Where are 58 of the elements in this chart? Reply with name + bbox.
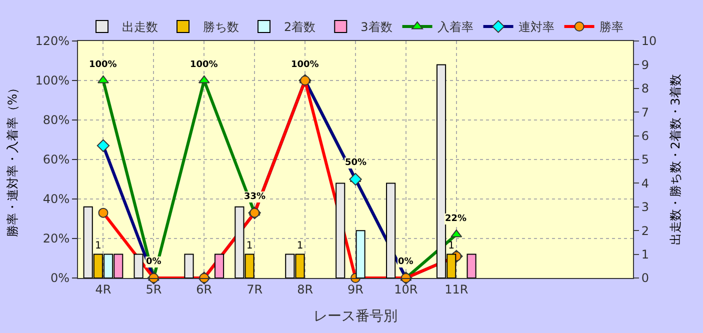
x-tick-label: 5R xyxy=(146,282,162,296)
data-label: 1 xyxy=(448,240,455,252)
y2-tick-label: 4 xyxy=(641,176,650,190)
data-label: 1 xyxy=(296,240,304,252)
y2-tick-label: 8 xyxy=(641,82,650,96)
legend-label: 入着率 xyxy=(437,20,474,34)
y2-tick-label: 5 xyxy=(641,152,650,167)
y2-tick-label: 3 xyxy=(641,200,650,214)
x-tick-label: 10R xyxy=(394,282,418,296)
x-tick-label: 7R xyxy=(246,282,263,296)
legend-label: 勝ち数 xyxy=(203,20,239,34)
y-tick-label: 80% xyxy=(42,113,70,128)
data-label: 33% xyxy=(244,192,266,202)
y-axis-title: 勝率・連対率・入着率（%） xyxy=(6,82,20,238)
y2-tick-label: 2 xyxy=(641,224,650,238)
x-axis-title: レース番号別 xyxy=(314,308,398,325)
bar xyxy=(386,182,396,278)
point xyxy=(98,208,108,218)
y-tick-label: 120% xyxy=(35,34,70,48)
bar xyxy=(214,254,224,278)
data-label: 0% xyxy=(398,257,414,267)
bar xyxy=(356,230,366,278)
x-tick-label: 6R xyxy=(196,282,212,296)
y2-tick-label: 1 xyxy=(641,248,650,262)
data-label: 100% xyxy=(190,60,218,70)
y2-tick-label: 7 xyxy=(641,105,650,120)
y2-tick-label: 10 xyxy=(641,34,657,48)
point xyxy=(96,139,110,152)
bar xyxy=(466,254,476,278)
y2-tick-label: 9 xyxy=(641,58,650,72)
y-tick-label: 40% xyxy=(42,192,70,206)
x-tick-label: 4R xyxy=(95,282,112,296)
legend-label: 勝率 xyxy=(599,20,624,34)
data-label: 50% xyxy=(345,158,367,168)
x-tick-label: 11R xyxy=(444,282,468,296)
bar xyxy=(134,254,144,278)
y2-tick-label: 6 xyxy=(641,129,650,143)
y2-tick-label: 0 xyxy=(641,271,650,286)
y-tick-label: 100% xyxy=(35,74,70,88)
legend-label: 連対率 xyxy=(518,20,554,34)
y-tick-label: 0% xyxy=(50,271,70,286)
data-label: 22% xyxy=(445,214,467,224)
x-tick-label: 8R xyxy=(297,282,314,296)
y2-axis-title: 出走数・勝ち数・2着数・3着数 xyxy=(668,74,683,246)
y-tick-label: 60% xyxy=(42,152,70,167)
legend-label: 3着数 xyxy=(360,20,392,34)
data-label: 100% xyxy=(89,60,117,70)
point xyxy=(349,172,362,186)
data-label: 1 xyxy=(246,240,253,252)
x-tick-label: 9R xyxy=(348,282,364,296)
legend-label: 出走数 xyxy=(122,20,158,34)
legend-label: 2着数 xyxy=(284,20,316,34)
data-label: 1 xyxy=(94,240,102,252)
data-label: 100% xyxy=(291,60,319,70)
data-label: 0% xyxy=(146,257,162,267)
y-tick-label: 20% xyxy=(42,232,70,246)
bar xyxy=(336,182,346,278)
bar xyxy=(184,254,194,278)
